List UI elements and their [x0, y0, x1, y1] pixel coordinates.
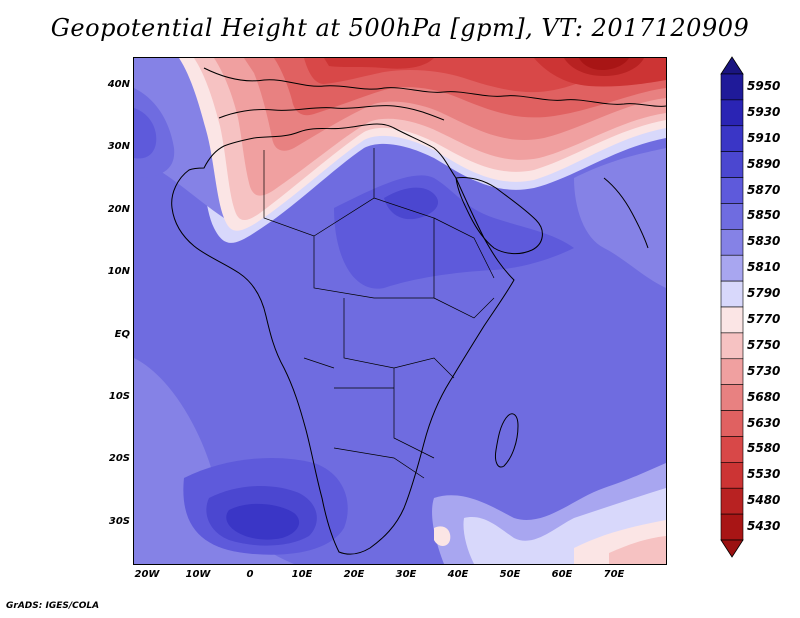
colorbar-cell: [720, 358, 744, 385]
europe-coastline: [203, 67, 666, 107]
y-axis-label: 30N: [107, 141, 130, 152]
colorbar-cell: [720, 436, 744, 463]
contour-band-5830-east: [574, 148, 666, 288]
colorbar-cell: [720, 99, 744, 127]
colorbar-level-label: 5430: [747, 519, 781, 534]
contour-band-5870-west: [134, 108, 157, 159]
mediterranean-coast: [218, 105, 445, 121]
colorbar-level-label: 5790: [747, 286, 781, 301]
x-axis-label: 10W: [185, 569, 211, 580]
x-axis-label: 70E: [603, 569, 625, 580]
colorbar-cell: [720, 487, 744, 515]
y-axis-label: 40N: [107, 79, 130, 90]
colorbar: [720, 56, 744, 558]
contour-band-5890-sahel: [384, 187, 439, 220]
colorbar-level-label: 5950: [747, 78, 781, 93]
y-axis-label: 20N: [107, 204, 130, 215]
colorbar-cell: [720, 513, 744, 541]
colorbar-cell: [720, 410, 744, 437]
contour-band-5770-se: [434, 526, 451, 546]
colorbar-level-label: 5530: [747, 467, 781, 482]
colorbar-level-label: 5630: [747, 415, 781, 430]
colorbar-cell: [720, 73, 744, 101]
country-borders: [263, 148, 495, 479]
contour-band-5830-south: [134, 358, 294, 564]
contour-band-5910-south: [226, 503, 300, 540]
colorbar-cell: [720, 280, 744, 308]
colorbar-cell: [720, 306, 744, 334]
colorbar-level-label: 5580: [747, 441, 781, 456]
colorbar-level-label: 5830: [747, 234, 781, 249]
colorbar-level-label: 5480: [747, 493, 781, 508]
colorbar-level-label: 5750: [747, 337, 781, 352]
y-axis-label: EQ: [114, 329, 130, 340]
colorbar-level-label: 5770: [747, 311, 781, 326]
colorbar-top-arrow: [720, 56, 744, 75]
colorbar-cell: [720, 384, 744, 411]
colorbar-level-label: 5870: [747, 182, 781, 197]
y-axis-label: 10N: [107, 266, 130, 277]
contour-band-5750-far-se: [609, 536, 666, 564]
contour-band-5530: [324, 58, 434, 69]
madagascar-coastline: [495, 413, 519, 468]
x-axis-label: 0: [246, 569, 254, 580]
colorbar-cell: [720, 151, 744, 178]
chart-title: Geopotential Height at 500hPa [gpm], VT:…: [50, 14, 750, 42]
y-axis-label: 10S: [108, 391, 130, 402]
colorbar-cell: [720, 203, 744, 230]
colorbar-cell: [720, 125, 744, 152]
colorbar-level-label: 5910: [747, 130, 781, 145]
x-axis-label: 60E: [551, 569, 573, 580]
x-axis-label: 40E: [447, 569, 469, 580]
y-axis-label: 20S: [108, 453, 130, 464]
colorbar-level-label: 5890: [747, 156, 781, 171]
x-axis-label: 30E: [395, 569, 417, 580]
africa-coastline: [171, 123, 515, 555]
contour-band-5830-west: [134, 58, 224, 218]
colorbar-level-label: 5680: [747, 389, 781, 404]
colorbar-level-label: 5930: [747, 104, 781, 119]
credit-text: GrADS: IGES/COLA: [6, 601, 100, 611]
x-axis-label: 50E: [499, 569, 521, 580]
india-coastline: [603, 177, 649, 249]
colorbar-cell: [720, 462, 744, 489]
x-axis-label: 20E: [343, 569, 365, 580]
contour-map: [134, 58, 666, 564]
colorbar-cell: [720, 177, 744, 204]
x-axis-label: 10E: [291, 569, 313, 580]
colorbar-cell: [720, 254, 744, 282]
x-axis-label: 20W: [134, 569, 160, 580]
colorbar-level-label: 5850: [747, 208, 781, 223]
map-panel: [133, 57, 667, 565]
arabia-coastline: [455, 177, 543, 255]
contour-band-5430: [579, 58, 629, 70]
y-axis-label: 30S: [108, 516, 130, 527]
colorbar-level-label: 5730: [747, 363, 781, 378]
colorbar-cell: [720, 229, 744, 256]
colorbar-level-label: 5810: [747, 260, 781, 275]
colorbar-bottom-arrow: [720, 539, 744, 558]
colorbar-cell: [720, 332, 744, 360]
